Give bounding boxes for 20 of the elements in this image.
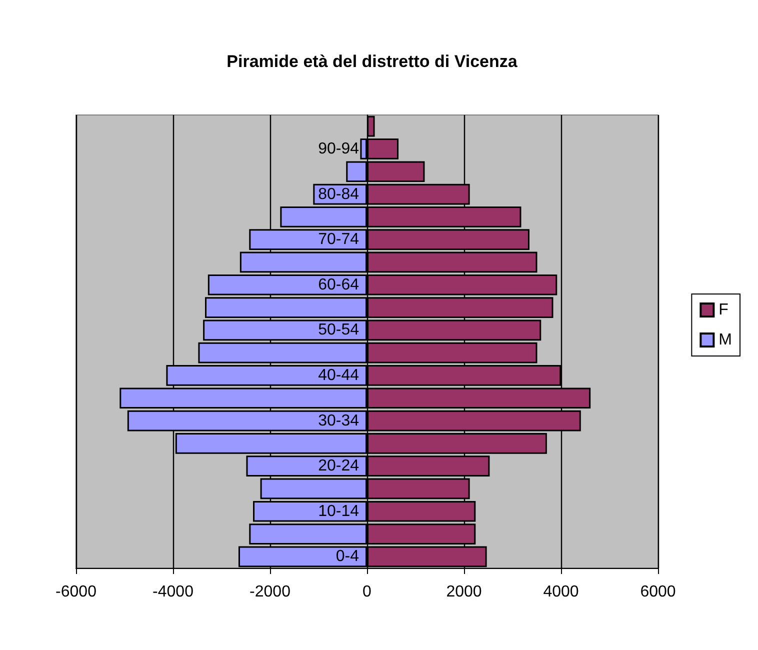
legend-label: F (718, 302, 729, 318)
x-tick-label: 4000 (543, 584, 579, 600)
x-tick-label: 2000 (446, 584, 482, 600)
y-tick-label: 60-64 (318, 276, 360, 294)
x-tick-label: -6000 (56, 584, 97, 600)
y-tick-label: 0-4 (336, 548, 360, 566)
y-tick-label: 10-14 (318, 502, 360, 520)
y-tick-label: 90-94 (318, 140, 360, 158)
y-tick-label: 50-54 (318, 322, 360, 339)
chart-title: Piramide età del distretto di Vicenza (226, 52, 518, 71)
y-tick-label: 80-84 (318, 186, 360, 203)
y-tick-label: 70-74 (318, 231, 360, 248)
x-tick-label: 6000 (640, 584, 676, 600)
y-tick-label: 40-44 (318, 366, 360, 384)
y-tick-label: 20-24 (318, 458, 360, 475)
y-tick-label: 30-34 (318, 412, 360, 430)
x-tick-label: 0 (362, 584, 372, 600)
x-tick-label: -2000 (250, 584, 291, 600)
x-tick-label: -4000 (152, 584, 194, 600)
legend-label: M (718, 332, 732, 348)
